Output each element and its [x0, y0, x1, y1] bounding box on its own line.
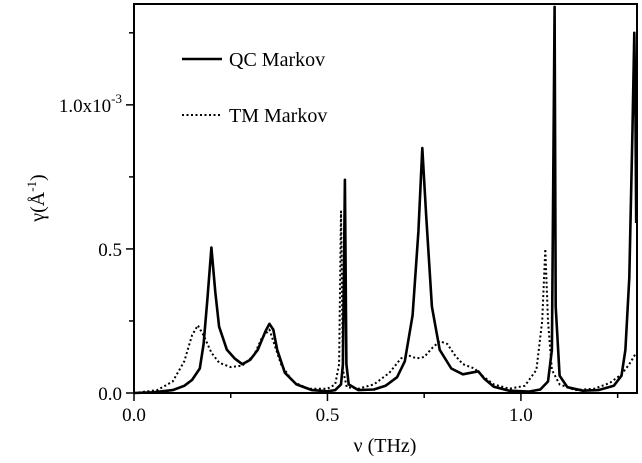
x-axis-title: ν (THz): [354, 435, 417, 457]
legend-label-qc-markov: QC Markov: [229, 49, 325, 71]
plot-frame: [133, 3, 638, 394]
y-tick-label-0: 0.0: [98, 384, 122, 405]
y-axis-title-exp: -1: [24, 181, 39, 192]
series-line-tm-markov: [133, 210, 638, 394]
series-layer: [133, 5, 638, 395]
y-axis-title-unit: Å: [27, 191, 49, 206]
x-tick-label-2: 1.0: [509, 405, 533, 426]
tick-layer: 0.0 0.5 1.0 0.0 0.5 1.0x10-3: [59, 32, 619, 426]
y-axis-title-base: γ(: [27, 206, 49, 223]
x-tick-label-1: 0.5: [316, 405, 340, 426]
legend-label-tm-markov: TM Markov: [229, 105, 327, 127]
y-tick-label-1: 0.5: [98, 240, 122, 261]
y-axis-title-close: ): [27, 174, 49, 181]
legend: QC Markov TM Markov: [182, 49, 327, 127]
y-tick-label-2: 1.0x10-3: [59, 91, 122, 117]
x-tick-label-0: 0.0: [122, 405, 146, 426]
series-line-qc-markov: [133, 5, 638, 395]
y-axis-title: γ(Å-1): [24, 174, 49, 222]
